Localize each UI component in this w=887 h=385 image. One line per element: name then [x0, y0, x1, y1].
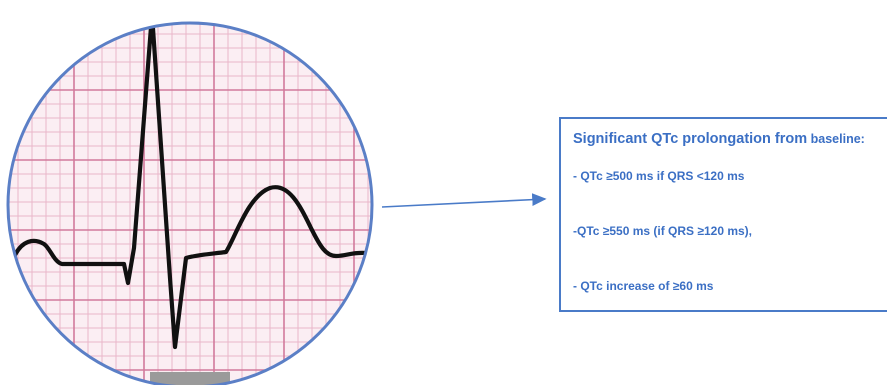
- criterion-qtc-550: -QTc ≥550 ms (if QRS ≥120 ms),: [573, 224, 753, 238]
- criterion-qtc-increase: - QTc increase of ≥60 ms: [573, 279, 714, 293]
- ecg-trace: [11, 23, 369, 350]
- criteria-title: Significant QTc prolongation from baseli…: [573, 131, 865, 147]
- criterion-qtc-500: - QTc ≥500 ms if QRS <120 ms: [573, 169, 745, 183]
- ecg-circle-border: [6, 21, 374, 385]
- qtc-criteria-box: Significant QTc prolongation from baseli…: [559, 117, 887, 312]
- ecg-waveform-icon: [6, 21, 374, 385]
- arrow-right-icon: [381, 193, 547, 208]
